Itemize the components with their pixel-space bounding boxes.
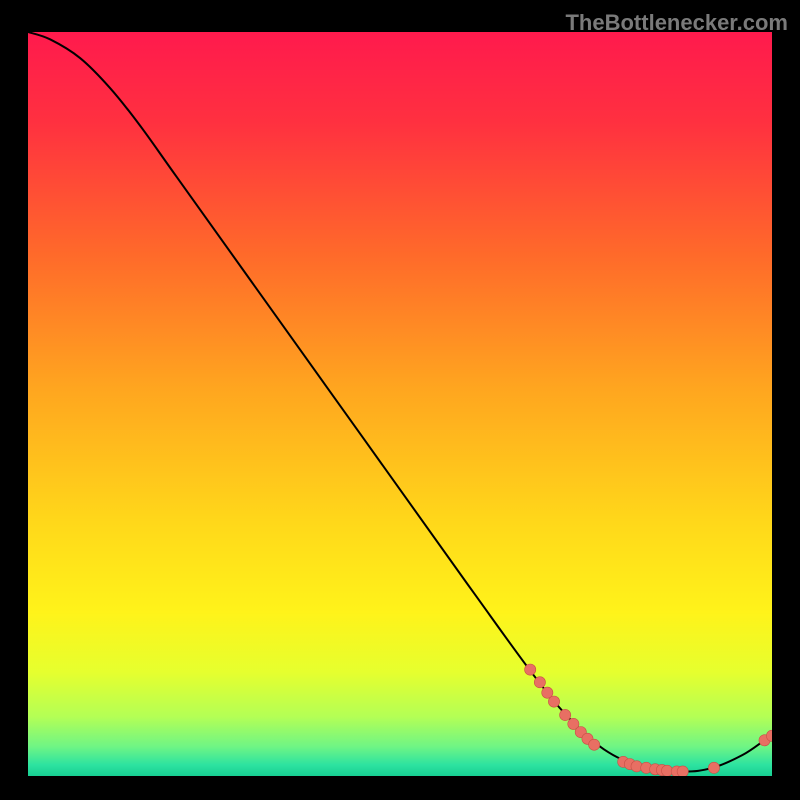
plot-area bbox=[28, 32, 772, 776]
data-marker bbox=[677, 766, 688, 776]
chart-container: TheBottlenecker.com bbox=[0, 0, 800, 800]
gradient-background bbox=[28, 32, 772, 776]
data-marker bbox=[589, 739, 600, 750]
data-marker bbox=[631, 761, 642, 772]
data-marker bbox=[548, 696, 559, 707]
data-marker bbox=[534, 677, 545, 688]
data-marker bbox=[560, 709, 571, 720]
data-marker bbox=[708, 762, 719, 773]
plot-svg bbox=[28, 32, 772, 776]
data-marker bbox=[525, 664, 536, 675]
watermark-text: TheBottlenecker.com bbox=[565, 10, 788, 36]
